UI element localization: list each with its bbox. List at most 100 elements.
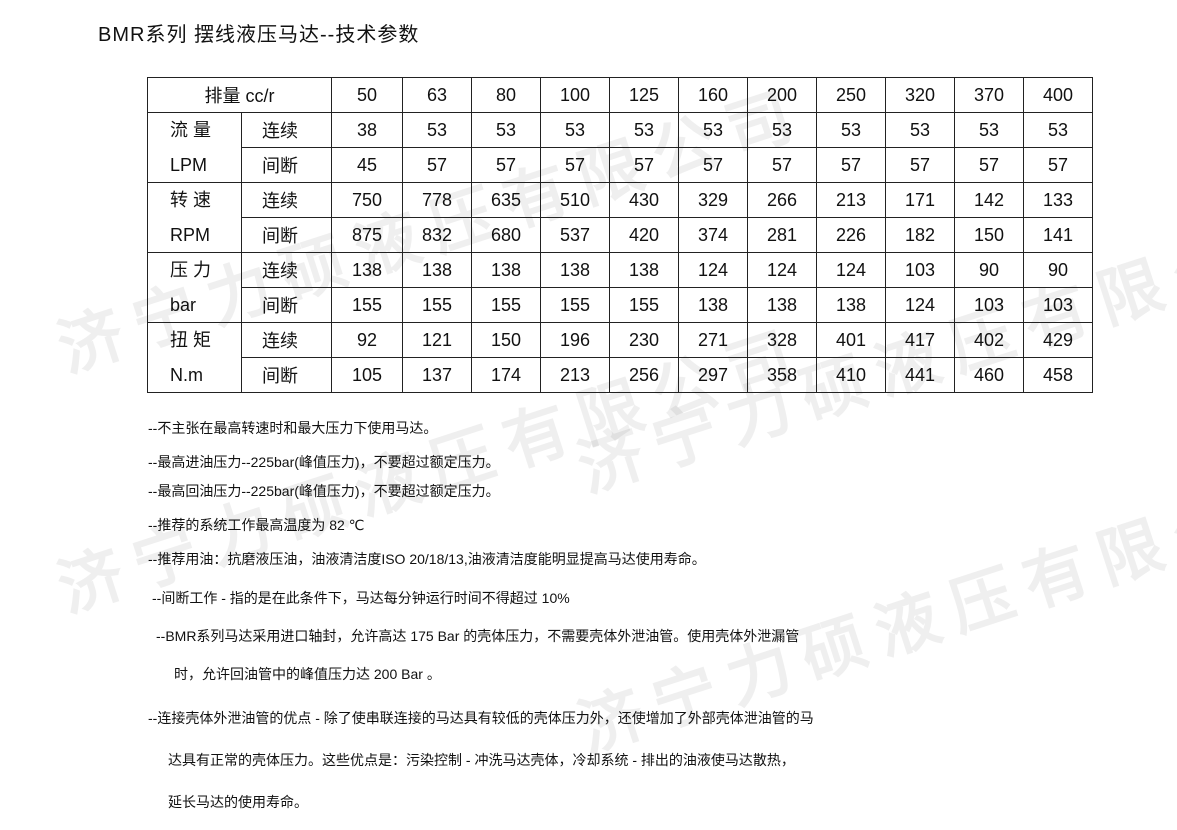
value-cell: 57 [816,147,886,183]
value-cell: 138 [402,252,472,288]
table-row: 压 力连续 138 138 138 138 138 124 124 124 103 90 90 [147,252,1093,288]
value-cell: 417 [885,322,955,358]
value-cell: 103 [954,287,1024,323]
value-cell: 141 [1023,217,1093,253]
note-line: --间断工作 - 指的是在此条件下，马达每分钟运行时间不得超过 10% [152,590,570,606]
group-unit: RPM [147,217,242,253]
mode-label: 间断 [241,287,332,323]
value-cell: 328 [747,322,817,358]
note-line: --不主张在最高转速时和最大压力下使用马达。 [148,420,438,436]
value-cell: 226 [816,217,886,253]
value-cell: 103 [1023,287,1093,323]
value-cell: 90 [1023,252,1093,288]
displacement-cell: 250 [816,77,886,113]
value-cell: 297 [678,357,748,393]
mode-label: 连续 [241,182,332,218]
displacement-cell: 160 [678,77,748,113]
value-cell: 230 [609,322,679,358]
value-cell: 680 [471,217,541,253]
group-unit: LPM [147,147,242,183]
value-cell: 441 [885,357,955,393]
group-label: 流 量 [147,112,242,148]
mode-label: 间断 [241,147,332,183]
note-line: --最高进油压力--225bar(峰值压力)，不要超过额定压力。 [148,454,500,470]
table-row: bar 间断 155 155 155 155 155 138 138 138 124 103 103 [147,287,1093,323]
mode-label: 间断 [241,217,332,253]
value-cell: 750 [331,182,403,218]
value-cell: 155 [471,287,541,323]
value-cell: 45 [331,147,403,183]
value-cell: 53 [402,112,472,148]
value-cell: 182 [885,217,955,253]
value-cell: 53 [1023,112,1093,148]
value-cell: 420 [609,217,679,253]
value-cell: 401 [816,322,886,358]
value-cell: 53 [816,112,886,148]
table-row: N.m 间断 105 137 174 213 256 297 358 410 441 460 458 [147,357,1093,393]
spec-table: 排量 cc/r 50 63 80 100 125 160 200 250 320 370 400 流 量… [147,77,1093,393]
displacement-header: 排量 cc/r [147,77,332,113]
value-cell: 38 [331,112,403,148]
value-cell: 138 [471,252,541,288]
value-cell: 174 [471,357,541,393]
value-cell: 213 [816,182,886,218]
value-cell: 57 [885,147,955,183]
value-cell: 358 [747,357,817,393]
group-label: 扭 矩 [147,322,242,358]
note-line: --推荐的系统工作最高温度为 82 ℃ [148,517,365,533]
note-line: 延长马达的使用寿命。 [168,794,308,810]
note-line: 时，允许回油管中的峰值压力达 200 Bar 。 [174,666,441,682]
group-unit: bar [147,287,242,323]
value-cell: 53 [609,112,679,148]
value-cell: 155 [331,287,403,323]
note-line: 达具有正常的壳体压力。这些优点是：污染控制 - 冲洗马达壳体，冷却系统 - 排出… [168,752,795,768]
value-cell: 124 [816,252,886,288]
value-cell: 57 [609,147,679,183]
value-cell: 105 [331,357,403,393]
value-cell: 57 [1023,147,1093,183]
value-cell: 57 [540,147,610,183]
value-cell: 92 [331,322,403,358]
value-cell: 430 [609,182,679,218]
note-line: --推荐用油：抗磨液压油，油液清洁度ISO 20/18/13,油液清洁度能明显提… [148,551,706,567]
value-cell: 256 [609,357,679,393]
group-label: 转 速 [147,182,242,218]
group-unit: N.m [147,357,242,393]
value-cell: 138 [609,252,679,288]
displacement-cell: 63 [402,77,472,113]
value-cell: 53 [885,112,955,148]
value-cell: 53 [747,112,817,148]
value-cell: 53 [954,112,1024,148]
displacement-cell: 80 [471,77,541,113]
value-cell: 537 [540,217,610,253]
table-row: LPM 间断 45 57 57 57 57 57 57 57 57 57 57 [147,147,1093,183]
value-cell: 57 [471,147,541,183]
displacement-cell: 50 [331,77,403,113]
value-cell: 150 [471,322,541,358]
mode-label: 连续 [241,322,332,358]
value-cell: 155 [540,287,610,323]
value-cell: 103 [885,252,955,288]
value-cell: 121 [402,322,472,358]
value-cell: 57 [747,147,817,183]
value-cell: 832 [402,217,472,253]
value-cell: 460 [954,357,1024,393]
value-cell: 875 [331,217,403,253]
group-label: 压 力 [147,252,242,288]
value-cell: 138 [331,252,403,288]
value-cell: 53 [471,112,541,148]
value-cell: 57 [954,147,1024,183]
displacement-cell: 125 [609,77,679,113]
value-cell: 138 [816,287,886,323]
value-cell: 57 [678,147,748,183]
table-row: 扭 矩连续 92 121 150 196 230 271 328 401 417 402 429 [147,322,1093,358]
value-cell: 171 [885,182,955,218]
page-title: BMR系列 摆线液压马达--技术参数 [98,24,420,46]
value-cell: 329 [678,182,748,218]
value-cell: 53 [678,112,748,148]
value-cell: 402 [954,322,1024,358]
value-cell: 155 [402,287,472,323]
table-row: 流 量连续 38 53 53 53 53 53 53 53 53 53 53 [147,112,1093,148]
value-cell: 429 [1023,322,1093,358]
value-cell: 57 [402,147,472,183]
